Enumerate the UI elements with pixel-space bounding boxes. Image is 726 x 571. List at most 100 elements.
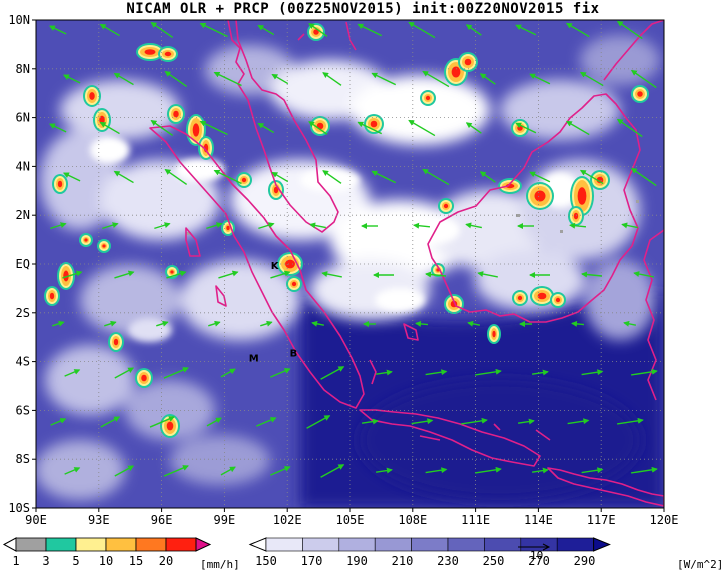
precip-cell-core	[141, 374, 147, 382]
wind-vector	[271, 171, 289, 183]
precip-colorbar-label: 5	[72, 554, 79, 568]
reference-vector: 10	[518, 543, 551, 562]
station-label-m: M	[249, 354, 259, 365]
wind-vector	[113, 72, 134, 86]
precip-colorbar-segment	[105, 537, 137, 552]
wind-vector	[529, 171, 551, 183]
precip-cell-core	[89, 92, 95, 100]
wind-vector	[213, 169, 242, 185]
precip-colorbar-segment	[15, 537, 47, 552]
wind-vector	[154, 222, 171, 230]
wind-vector	[100, 416, 121, 428]
olr-unit-label: [W/m^2]	[677, 558, 723, 571]
precip-cell-core	[291, 281, 297, 287]
wind-vector	[565, 22, 590, 38]
wind-vector	[517, 418, 535, 425]
wind-vector	[206, 222, 223, 230]
wind-vector	[515, 122, 537, 134]
olr-colorbar-upper-cap	[593, 537, 611, 552]
axes: 90E 93E 96E 99E 102E 105E 108E 111E 114E 117E 120E…	[8, 13, 678, 527]
chart-title: NICAM OLR + PRCP (00Z25NOV2015) init:00Z…	[126, 1, 600, 17]
precip-cell-core	[102, 244, 106, 248]
precip-cell-core	[166, 421, 174, 431]
y-tick-label: 2S	[16, 306, 30, 320]
wind-vector	[206, 417, 222, 427]
wind-vector	[306, 415, 331, 429]
wind-vector	[616, 118, 643, 138]
wind-vector	[567, 418, 590, 425]
x-tick-label: 114E	[524, 513, 553, 527]
precip-unit-label: [mm/h]	[200, 558, 240, 571]
olr-colorbar-label: 170	[301, 554, 323, 568]
wind-vector	[422, 70, 450, 88]
wind-vector	[408, 119, 436, 137]
precip-cell-core	[425, 95, 431, 101]
precip-cell-core	[313, 29, 319, 35]
wind-vector	[411, 418, 434, 425]
wind-vector	[321, 271, 342, 278]
y-tick-label: 6N	[16, 111, 30, 125]
wind-vector	[164, 168, 188, 186]
precip-cell-core	[537, 292, 547, 300]
y-tick-label: EQ	[16, 257, 30, 271]
wind-vector	[581, 467, 604, 474]
wind-vector	[322, 72, 342, 86]
wind-vector	[308, 23, 328, 37]
wind-vector	[477, 271, 498, 278]
wind-vector	[375, 369, 393, 376]
wind-vector	[531, 369, 549, 376]
olr-colorbar-label: 270	[528, 554, 550, 568]
wind-vector	[311, 320, 325, 327]
olr-colorbar-label: 230	[437, 554, 459, 568]
precip-colorbar-segment	[45, 537, 77, 552]
wind-vector	[465, 122, 482, 134]
wind-vector	[149, 416, 175, 428]
wind-vector	[164, 70, 188, 88]
precip-colorbar-upper-cap	[195, 537, 212, 552]
wind-vector	[408, 21, 436, 39]
wind-vector	[270, 466, 291, 476]
y-tick-label: 8S	[16, 452, 30, 466]
olr-colorbar-label: 290	[574, 554, 596, 568]
map-gridlines	[36, 20, 664, 508]
wind-vector	[375, 467, 393, 474]
precip-cell-core	[170, 270, 174, 274]
wind-vector	[113, 170, 134, 184]
wind-vector	[361, 418, 379, 425]
olr-colorbar-segment	[556, 537, 594, 552]
precip-cell-core	[192, 123, 200, 137]
wind-vector	[633, 271, 654, 278]
wind-vector	[260, 320, 273, 327]
x-tick-label: 96E	[151, 513, 173, 527]
wind-vector	[581, 369, 604, 376]
wind-vector	[270, 270, 291, 279]
olr-colorbar-segment	[484, 537, 522, 552]
x-tick-label: 93E	[88, 513, 110, 527]
wind-vector	[467, 320, 481, 327]
wind-vector	[465, 222, 482, 229]
precip-cell-core	[637, 91, 643, 97]
coastline-philippines	[603, 20, 664, 81]
wind-vector	[621, 222, 638, 229]
precip-cell-core	[113, 338, 119, 346]
wind-vector	[371, 72, 397, 86]
wind-vector	[150, 21, 174, 39]
reference-vector-label: 10	[530, 549, 543, 562]
precip-colorbar-label: 1	[12, 554, 19, 568]
precip-light-cell	[560, 230, 563, 233]
wind-vector	[114, 465, 135, 477]
x-tick-label: 102E	[273, 513, 302, 527]
wind-vector	[579, 169, 604, 185]
precip-cell-core	[492, 330, 496, 338]
wind-vector	[579, 71, 604, 87]
precip-colorbar-segment	[135, 537, 167, 552]
wind-vector	[102, 222, 119, 230]
y-tick-label: 10N	[8, 13, 30, 27]
precip-light-cell	[186, 232, 191, 235]
wind-vector	[50, 222, 67, 230]
wind-vector	[64, 369, 81, 377]
wind-vector	[199, 120, 228, 136]
x-tick-label: 120E	[650, 513, 679, 527]
wind-vector	[163, 367, 189, 379]
wind-vector	[630, 69, 657, 89]
